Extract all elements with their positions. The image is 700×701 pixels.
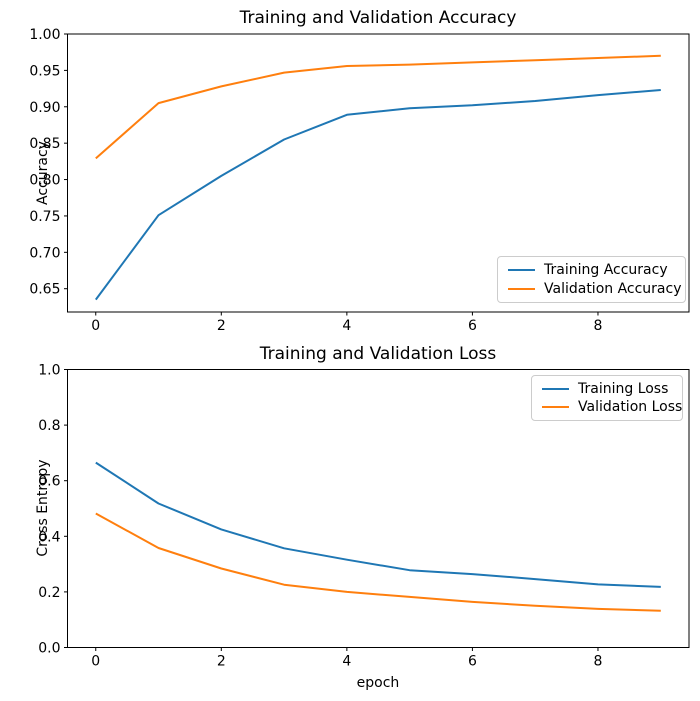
- legend-entry: Validation Loss: [542, 398, 682, 416]
- x-tick-label: 4: [342, 654, 351, 670]
- x-tick-label: 4: [342, 318, 351, 334]
- loss-y-axis-label: Cross Entropy: [35, 459, 51, 557]
- legend-entry: Validation Accuracy: [508, 280, 682, 299]
- y-tick-label: 1.00: [29, 27, 60, 43]
- accuracy-chart-title: Training and Validation Accuracy: [239, 8, 517, 28]
- x-tick-label: 0: [91, 318, 100, 334]
- y-tick-label: 0.2: [38, 585, 60, 601]
- y-tick-label: 0.4: [38, 529, 60, 545]
- series-line-validation-accuracy: [95, 54, 661, 160]
- accuracy-legend: Training Accuracy Validation Accuracy: [497, 256, 686, 303]
- accuracy-y-axis-label: Accuracy: [35, 141, 51, 205]
- loss-plot: 0 2 4 6 8 0.0 0.2 0.4 0.6 0.8 1.0: [38, 363, 690, 670]
- legend-label: Validation Loss: [578, 399, 683, 415]
- accuracy-plot: 0 2 4 6 8 0.65 0.70 0.75 0.80 0.85 0.90 0.95 1.00: [29, 27, 690, 334]
- x-tick-label: 2: [217, 654, 226, 670]
- series-line-training-accuracy: [94, 89, 661, 301]
- legend-label: Training Loss: [578, 381, 669, 397]
- y-tick-label: 0.65: [29, 282, 60, 298]
- x-axis-label: epoch: [356, 675, 400, 691]
- y-tick-label: 0.6: [38, 474, 60, 490]
- axes-box: [67, 33, 690, 313]
- y-tick-label: 0.85: [29, 136, 60, 152]
- y-tick-label: 0.95: [29, 63, 60, 79]
- legend-label: Validation Accuracy: [544, 280, 682, 297]
- loss-legend: Training Loss Validation Loss: [531, 375, 683, 421]
- y-tick-label: 0.75: [29, 209, 60, 225]
- validation-accuracy-line-sample: [508, 287, 535, 290]
- series-line-training-loss: [95, 461, 661, 588]
- y-tick-label: 0.90: [29, 100, 60, 116]
- series-line-validation-loss: [95, 512, 661, 612]
- x-tick-label: 2: [217, 318, 226, 334]
- y-tick-label: 0.70: [29, 245, 60, 261]
- y-tick-label: 0.8: [38, 418, 60, 434]
- x-tick-label: 0: [91, 654, 100, 670]
- y-tick-label: 1.0: [38, 363, 60, 379]
- y-tick-label: 0.0: [38, 641, 60, 657]
- legend-label: Training Accuracy: [544, 262, 668, 279]
- loss-chart-title: Training and Validation Loss: [259, 344, 497, 364]
- axes-box: [67, 369, 690, 648]
- training-accuracy-line-sample: [508, 269, 535, 272]
- validation-loss-line-sample: [542, 406, 569, 408]
- training-loss-line-sample: [542, 388, 569, 390]
- x-tick-label: 6: [468, 654, 477, 670]
- legend-entry: Training Accuracy: [508, 261, 677, 280]
- x-tick-label: 8: [594, 654, 603, 670]
- legend-entry: Training Loss: [542, 380, 674, 398]
- x-tick-label: 8: [594, 318, 603, 334]
- y-tick-label: 0.80: [29, 173, 60, 189]
- x-tick-label: 6: [468, 318, 477, 334]
